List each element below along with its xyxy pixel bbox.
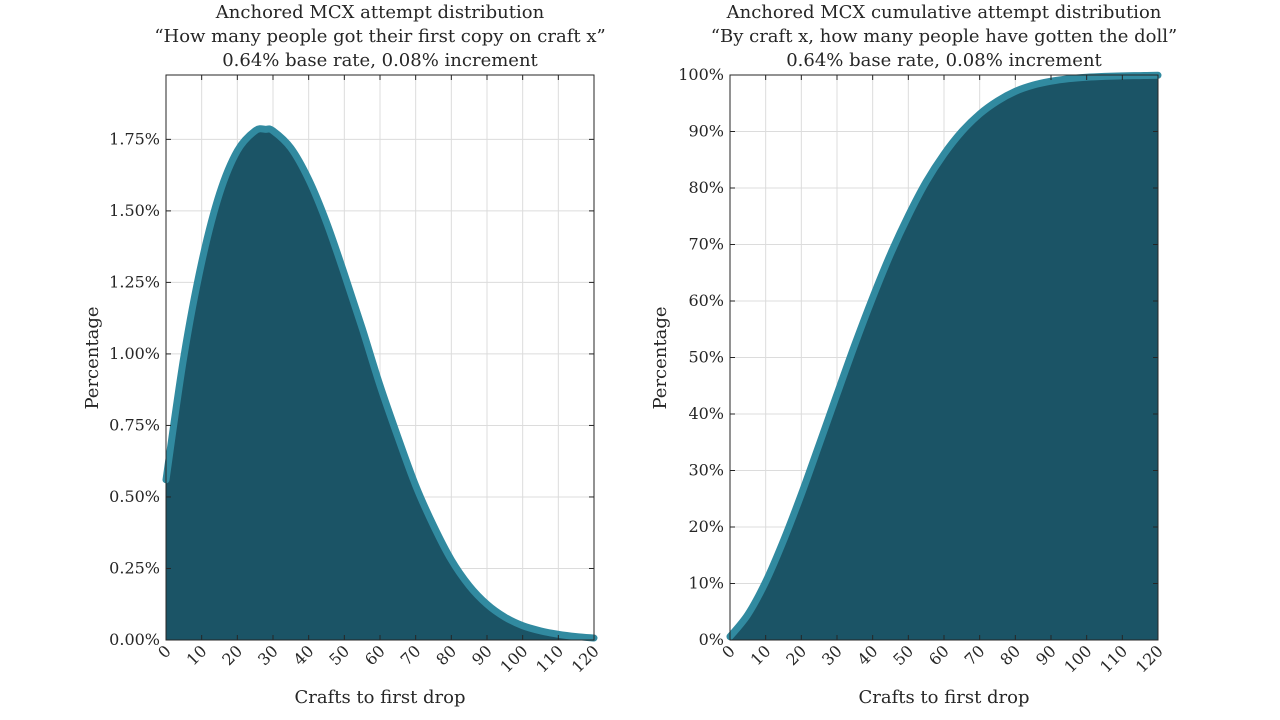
cdf-title-line-3: 0.64% base rate, 0.08% increment — [786, 50, 1102, 71]
pdf-x-tick-label-7: 70 — [397, 641, 425, 669]
cdf-y-tick-label-4: 40% — [688, 404, 724, 423]
pdf-x-tick-label-5: 50 — [325, 641, 353, 669]
pdf-y-tick-label-3: 0.75% — [109, 415, 160, 434]
cdf-y-tick-label-10: 100% — [678, 65, 724, 84]
cdf-chart: Anchored MCX cumulative attempt distribu… — [650, 2, 1177, 708]
pdf-title-line-2: “How many people got their first copy on… — [154, 26, 605, 47]
cdf-x-tick-label-0: 0 — [718, 641, 739, 662]
cdf-area-fill — [730, 75, 1158, 641]
pdf-y-tick-label-7: 1.75% — [109, 129, 160, 148]
cdf-y-tick-label-3: 30% — [688, 461, 724, 480]
pdf-x-tick-label-10: 100 — [496, 641, 531, 676]
pdf-x-tick-label-0: 0 — [154, 641, 175, 662]
cdf-y-tick-label-2: 20% — [688, 517, 724, 536]
pdf-x-tick-label-1: 10 — [183, 641, 211, 669]
cdf-x-tick-label-9: 90 — [1032, 641, 1060, 669]
cdf-y-tick-label-9: 90% — [688, 122, 724, 141]
pdf-x-tick-label-6: 60 — [361, 641, 389, 669]
pdf-x-tick-label-12: 120 — [568, 641, 603, 676]
pdf-area-fill — [166, 128, 594, 641]
pdf-y-tick-label-5: 1.25% — [109, 272, 160, 291]
pdf-x-tick-label-8: 80 — [432, 641, 460, 669]
pdf-y-tick-label-4: 1.00% — [109, 344, 160, 363]
pdf-y-axis-label: Percentage — [82, 306, 103, 409]
cdf-x-tick-label-6: 60 — [925, 641, 953, 669]
pdf-title-line-3: 0.64% base rate, 0.08% increment — [222, 50, 538, 71]
cdf-x-tick-label-5: 50 — [889, 641, 917, 669]
pdf-x-tick-label-11: 110 — [532, 641, 567, 676]
cdf-title-line-1: Anchored MCX cumulative attempt distribu… — [726, 2, 1162, 23]
pdf-y-tick-label-1: 0.25% — [109, 558, 160, 577]
pdf-y-ticks: 0.00% 0.25% 0.50% 0.75% 1.00% 1.25% 1.50% 1.75% — [109, 129, 594, 649]
cdf-x-axis-label: Crafts to first drop — [858, 687, 1029, 708]
cdf-x-tick-label-4: 40 — [854, 641, 882, 669]
cdf-x-tick-label-8: 80 — [996, 641, 1024, 669]
cdf-x-tick-label-11: 110 — [1096, 641, 1131, 676]
pdf-x-tick-label-2: 20 — [218, 641, 246, 669]
cdf-y-tick-label-5: 50% — [688, 348, 724, 367]
cdf-y-tick-label-8: 80% — [688, 178, 724, 197]
pdf-title-line-1: Anchored MCX attempt distribution — [215, 2, 545, 23]
cdf-y-tick-label-6: 60% — [688, 291, 724, 310]
cdf-x-tick-label-12: 120 — [1132, 641, 1167, 676]
pdf-y-tick-label-6: 1.50% — [109, 201, 160, 220]
pdf-chart: Anchored MCX attempt distribution “How m… — [82, 2, 606, 708]
cdf-y-ticks: 0% 10% 20% 30% 40% 50% 60% 70% 80% 90% 100% — [678, 65, 1158, 649]
pdf-x-tick-label-4: 40 — [290, 641, 318, 669]
pdf-y-tick-label-2: 0.50% — [109, 487, 160, 506]
cdf-x-tick-label-1: 10 — [747, 641, 775, 669]
cdf-y-tick-label-0: 0% — [699, 630, 724, 649]
cdf-y-tick-label-1: 10% — [688, 574, 724, 593]
pdf-series-line — [162, 125, 598, 642]
cdf-y-axis-label: Percentage — [650, 306, 671, 409]
cdf-x-tick-label-2: 20 — [782, 641, 810, 669]
cdf-x-tick-label-7: 70 — [961, 641, 989, 669]
pdf-x-tick-label-9: 90 — [468, 641, 496, 669]
cdf-x-tick-label-10: 100 — [1060, 641, 1095, 676]
pdf-x-tick-label-3: 30 — [254, 641, 282, 669]
cdf-y-tick-label-7: 70% — [688, 235, 724, 254]
pdf-y-tick-label-0: 0.00% — [109, 630, 160, 649]
cdf-title-line-2: “By craft x, how many people have gotten… — [711, 26, 1177, 47]
pdf-x-axis-label: Crafts to first drop — [294, 687, 465, 708]
cdf-x-tick-label-3: 30 — [818, 641, 846, 669]
